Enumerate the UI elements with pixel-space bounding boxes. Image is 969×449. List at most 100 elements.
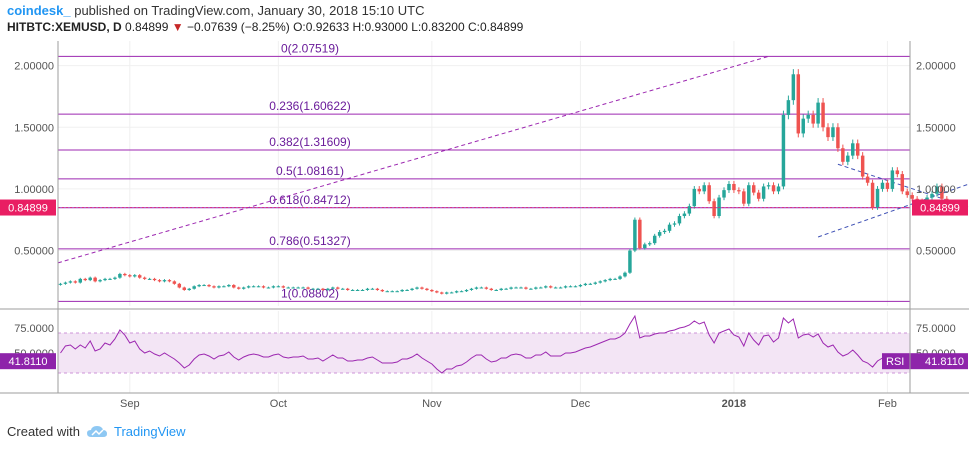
candle-up[interactable] [573,286,578,288]
candle-down[interactable] [232,285,236,288]
candle-up[interactable] [340,288,345,290]
candle-up[interactable] [108,278,112,280]
candle-down[interactable] [177,283,182,288]
rsi-line[interactable] [60,314,948,374]
coindesk-logo[interactable]: coindesk_ [7,3,71,18]
candle-up[interactable] [608,278,612,281]
candle-up[interactable] [449,292,454,294]
candle-down[interactable] [900,174,905,192]
candle-up[interactable] [350,289,355,291]
candle-down[interactable] [281,286,286,288]
candle-up[interactable] [474,287,479,289]
candle-down[interactable] [821,102,825,128]
candle-down[interactable] [157,280,162,282]
candle-down[interactable] [742,191,746,204]
candle-up[interactable] [479,287,484,289]
candle-up[interactable] [217,286,221,288]
candle-up[interactable] [256,286,261,288]
candle-down[interactable] [425,288,429,290]
candle-down[interactable] [524,287,528,289]
candle-down[interactable] [895,170,900,175]
candle-down[interactable] [841,148,845,162]
candle-down[interactable] [811,114,815,124]
candle-down[interactable] [732,183,736,191]
triangle-support-line[interactable] [817,183,969,238]
candle-down[interactable] [128,275,132,277]
candle-up[interactable] [316,288,320,290]
candle-down[interactable] [142,277,147,279]
candle-down[interactable] [940,186,944,199]
candle-down[interactable] [207,285,211,287]
candle-down[interactable] [860,155,865,177]
candle-up[interactable] [202,285,206,287]
candle-down[interactable] [865,176,870,183]
candle-up[interactable] [593,282,598,284]
candle-up[interactable] [296,287,300,289]
candle-up[interactable] [68,281,73,283]
candle-up[interactable] [801,118,805,134]
candle-up[interactable] [727,183,731,191]
candle-down[interactable] [306,287,310,289]
candle-up[interactable] [326,288,330,290]
candle-up[interactable] [717,197,721,217]
candle-up[interactable] [890,170,895,189]
candle-up[interactable] [444,292,449,294]
candle-up[interactable] [692,188,697,207]
candle-down[interactable] [182,287,187,290]
candle-up[interactable] [88,277,92,281]
candle-up[interactable] [776,186,781,192]
candle-up[interactable] [385,291,390,293]
candle-down[interactable] [73,281,78,283]
candle-up[interactable] [534,287,538,289]
candle-down[interactable] [836,127,840,149]
candle-down[interactable] [123,273,127,276]
candle-down[interactable] [430,289,434,292]
candle-up[interactable] [58,283,63,285]
candle-up[interactable] [291,287,295,289]
candle-down[interactable] [771,185,776,192]
candle-down[interactable] [910,195,914,199]
candle-up[interactable] [598,281,602,283]
candle-up[interactable] [791,74,796,101]
candle-down[interactable] [440,292,444,294]
candle-down[interactable] [137,275,142,278]
candle-up[interactable] [682,213,687,217]
candle-up[interactable] [613,278,617,280]
candle-down[interactable] [435,291,439,293]
candle-down[interactable] [172,281,177,284]
candle-up[interactable] [747,185,751,204]
candle-up[interactable] [187,288,191,290]
candle-up[interactable] [766,185,771,187]
fib-trend-line[interactable] [57,55,769,264]
candle-down[interactable] [167,280,172,282]
candle-up[interactable] [529,288,533,290]
candle-up[interactable] [846,155,850,162]
candle-up[interactable] [623,272,627,277]
candle-up[interactable] [578,285,583,287]
candle-down[interactable] [870,182,875,208]
candle-down[interactable] [905,191,909,196]
candle-up[interactable] [78,278,83,283]
candle-down[interactable] [261,286,266,288]
candle-up[interactable] [806,114,810,119]
candle-down[interactable] [737,190,741,192]
candle-up[interactable] [415,287,419,289]
candle-up[interactable] [370,288,375,290]
candle-up[interactable] [687,206,692,214]
candle-up[interactable] [875,188,880,208]
candle-down[interactable] [826,127,830,138]
candle-up[interactable] [98,280,102,282]
candle-down[interactable] [345,288,350,290]
candle-up[interactable] [722,190,726,198]
candle-down[interactable] [489,288,494,290]
candle-up[interactable] [365,288,370,290]
candle-up[interactable] [657,232,662,236]
candle-up[interactable] [301,287,305,289]
candle-up[interactable] [459,291,464,293]
candle-down[interactable] [152,278,157,281]
candle-up[interactable] [930,193,934,198]
candle-down[interactable] [212,286,216,288]
candle-up[interactable] [519,287,523,289]
candle-up[interactable] [583,283,588,286]
candle-up[interactable] [63,282,68,284]
